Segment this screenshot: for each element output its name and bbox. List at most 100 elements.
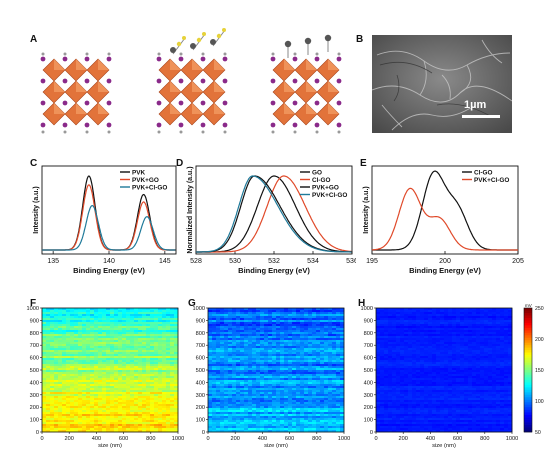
heatmap-cell xyxy=(220,412,225,415)
chart-d-x-tick-label: 532 xyxy=(268,258,280,265)
heatmap-cell xyxy=(142,402,147,405)
heatmap-cell xyxy=(256,338,261,341)
heatmap-cell xyxy=(162,416,167,419)
heatmap-cell xyxy=(232,396,237,399)
heatmap-cell xyxy=(126,406,131,409)
heatmap-cell xyxy=(208,344,213,347)
heatmap-cell xyxy=(284,402,289,405)
heatmap-cell xyxy=(216,414,221,417)
heatmap-cell xyxy=(284,354,289,357)
heatmap-cell xyxy=(46,362,51,365)
heatmap-cell xyxy=(320,424,325,427)
heatmap-cell xyxy=(170,340,175,343)
heatmap-cell xyxy=(220,342,225,345)
heatmap-cell xyxy=(240,398,245,401)
heatmap-cell xyxy=(392,328,397,331)
heatmap-cell xyxy=(170,356,175,359)
heatmap-cell xyxy=(492,332,497,335)
heatmap-cell xyxy=(340,308,345,311)
heatmap-cell xyxy=(308,372,313,375)
heatmap-cell xyxy=(244,338,249,341)
heatmap-cell xyxy=(212,338,217,341)
heatmap-cell xyxy=(312,358,317,361)
heatmap-cell xyxy=(170,332,175,335)
heatmap-cell xyxy=(316,340,321,343)
heatmap-cell xyxy=(224,410,229,413)
heatmap-cell xyxy=(284,368,289,371)
heatmap-cell xyxy=(272,414,277,417)
heatmap-cell xyxy=(228,350,233,353)
heatmap-cell xyxy=(102,326,107,329)
heatmap-cell xyxy=(268,392,273,395)
heatmap-cell xyxy=(174,412,179,415)
heatmap-cell xyxy=(208,402,213,405)
heatmap-cell xyxy=(90,342,95,345)
heatmap-cell xyxy=(304,320,309,323)
heatmap-cell xyxy=(118,396,123,399)
heatmap-cell xyxy=(86,404,91,407)
heatmap-cell xyxy=(340,322,345,325)
heatmap-cell xyxy=(138,404,143,407)
heatmap-cell xyxy=(284,418,289,421)
heatmap-cell xyxy=(328,428,333,431)
heatmap-cell xyxy=(272,308,277,311)
heatmap-cell xyxy=(166,326,171,329)
heatmap-cell xyxy=(174,338,179,341)
heatmap-cell xyxy=(304,426,309,429)
heatmap-cell xyxy=(138,326,143,329)
heatmap-cell xyxy=(220,338,225,341)
heatmap-cell xyxy=(114,398,119,401)
heatmap-cell xyxy=(126,430,131,433)
heatmap-cell xyxy=(42,312,47,315)
heatmap-cell xyxy=(162,368,167,371)
heatmap-cell xyxy=(54,402,59,405)
heatmap-cell xyxy=(288,330,293,333)
heatmap-cell xyxy=(288,324,293,327)
heatmap-cell xyxy=(272,420,277,423)
heatmap-cell xyxy=(328,344,333,347)
heatmap-cell xyxy=(166,402,171,405)
heatmap-cell xyxy=(332,408,337,411)
go-atom xyxy=(190,43,196,49)
heatmap-cell xyxy=(404,316,409,319)
heatmap-cell xyxy=(240,332,245,335)
heatmap-cell xyxy=(90,412,95,415)
heatmap-cell xyxy=(228,356,233,359)
heatmap-cell xyxy=(400,318,405,321)
heatmap-cell xyxy=(324,356,329,359)
heatmap-cell xyxy=(142,318,147,321)
heatmap-cell xyxy=(110,410,115,413)
heatmap-cell xyxy=(248,382,253,385)
heatmap-cell xyxy=(300,376,305,379)
heatmap-cell xyxy=(216,378,221,381)
heatmap-cell xyxy=(312,342,317,345)
heatmap-cell xyxy=(98,316,103,319)
heatmap-cell xyxy=(384,330,389,333)
heatmap-cell xyxy=(208,330,213,333)
heatmap-cell xyxy=(264,410,269,413)
heatmap-cell xyxy=(66,410,71,413)
heatmap-cell xyxy=(212,370,217,373)
heatmap-cell xyxy=(228,402,233,405)
heatmap-cell xyxy=(62,430,67,433)
heatmap-cell xyxy=(46,414,51,417)
heatmap-cell xyxy=(130,392,135,395)
heatmap-cell xyxy=(340,376,345,379)
heatmap-cell xyxy=(58,386,63,389)
heatmap-cell xyxy=(106,346,111,349)
heatmap-cell xyxy=(496,320,501,323)
heatmap-cell xyxy=(158,408,163,411)
heatmap-cell xyxy=(316,356,321,359)
heatmap-cell xyxy=(308,318,313,321)
heatF-x-tick-label: 800 xyxy=(146,436,155,442)
heatmap-cell xyxy=(62,386,67,389)
heatmap-cell xyxy=(46,334,51,337)
heatmap-cell xyxy=(106,330,111,333)
heatmap-cell xyxy=(268,336,273,339)
heatmap-cell xyxy=(50,384,55,387)
heatmap-cell xyxy=(260,332,265,335)
heatmap-cell xyxy=(292,382,297,385)
heatmap-cell xyxy=(244,370,249,373)
heatmap-cell xyxy=(476,308,481,311)
